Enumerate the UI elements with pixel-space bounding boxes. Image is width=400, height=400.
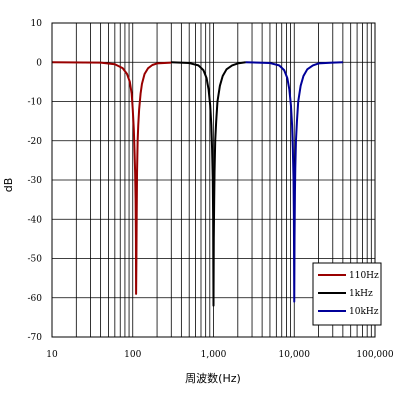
x-tick-label: 10,000 [279, 350, 311, 360]
series-layer [51, 61, 343, 307]
y-tick-labels: 10 0 -10 -20 -30 -40 -50 -60 -70 [28, 19, 43, 343]
y-tick-label: -40 [28, 215, 43, 225]
legend-label: 110Hz [349, 271, 379, 281]
y-tick-label: -50 [28, 255, 43, 265]
y-tick-label: 10 [31, 19, 43, 29]
y-tick-label: -10 [28, 98, 43, 108]
x-axis-title: 周波数(Hz) [185, 372, 241, 385]
x-tick-label: 100,000 [356, 350, 393, 360]
series-line-2 [171, 61, 246, 307]
y-tick-label: -60 [28, 294, 43, 304]
series-line-3 [245, 61, 343, 303]
x-tick-label: 100 [124, 350, 141, 360]
legend: 110Hz 1kHz 10kHz [312, 262, 382, 326]
plot-frame [51, 22, 376, 338]
x-tick-label: 10 [46, 350, 58, 360]
chart-grid [51, 22, 375, 338]
series-line-1 [51, 61, 172, 295]
y-tick-label: 0 [36, 58, 42, 68]
x-tick-label: 1,000 [201, 350, 227, 360]
legend-label: 1kHz [349, 289, 373, 299]
x-tick-labels: 10 100 1,000 10,000 100,000 [46, 350, 394, 360]
legend-label: 10kHz [349, 307, 379, 317]
y-axis-title: dB [2, 178, 15, 193]
y-tick-label: -20 [28, 137, 43, 147]
y-tick-label: -70 [28, 333, 43, 343]
y-tick-label: -30 [28, 176, 43, 186]
